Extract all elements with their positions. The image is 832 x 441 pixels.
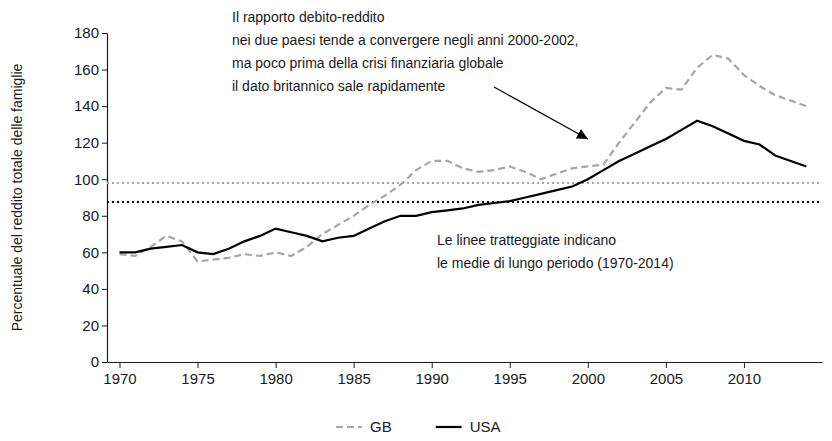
y-tick-label: 60 (82, 244, 99, 261)
x-tick: 1995 (494, 362, 527, 387)
x-tick: 2010 (728, 362, 761, 387)
x-tick-mark (588, 362, 589, 368)
x-tick-mark (666, 362, 667, 368)
y-tick: 60 (82, 244, 107, 261)
chart: 1970 1975 1980 1985 1990 1995 2000 2005 2010 0 20 4… (0, 0, 832, 441)
y-tick: 20 (82, 317, 107, 334)
series-line (119, 55, 806, 262)
y-tick: 180 (74, 24, 107, 41)
annotation-text: Le linee tratteggiate indicano (437, 232, 616, 248)
annotation-text: le medie di lungo periodo (1970-2014) (437, 255, 674, 271)
y-tick: 40 (82, 280, 107, 297)
y-tick-mark (102, 106, 107, 107)
x-tick: 1975 (181, 362, 214, 387)
legend: GB USA (336, 418, 501, 435)
x-tick-mark (119, 362, 120, 368)
x-tick: 1985 (337, 362, 370, 387)
x-tick-label: 2010 (728, 370, 761, 387)
x-tick-mark (744, 362, 745, 368)
legend-item: GB (336, 418, 392, 435)
y-tick-label: 180 (74, 24, 99, 41)
legend-label: GB (370, 418, 392, 435)
legend-swatch (336, 426, 362, 428)
y-tick-mark (102, 143, 107, 144)
y-tick-label: 140 (74, 97, 99, 114)
x-tick: 2005 (650, 362, 683, 387)
average-line (107, 201, 822, 203)
annotation: Le linee tratteggiate indicano le medie d… (437, 232, 674, 271)
x-tick-label: 2000 (572, 370, 605, 387)
legend-swatch (436, 426, 462, 428)
x-tick: 1970 (103, 362, 136, 387)
y-tick-mark (102, 179, 107, 180)
annotation-text: Il rapporto debito-reddito (232, 9, 385, 25)
y-axis-title: Percentuale del reddito totale delle fam… (9, 63, 25, 331)
x-tick-label: 1990 (416, 370, 449, 387)
x-tick: 1980 (259, 362, 292, 387)
y-axis: 0 20 40 60 80 100 120 140 160 180 (74, 24, 108, 370)
annotation-text: ma poco prima della crisi finanziaria gl… (232, 55, 504, 71)
plot-area (107, 55, 822, 262)
y-tick-mark (102, 325, 107, 326)
y-tick-label: 160 (74, 61, 99, 78)
series-line (119, 121, 806, 254)
y-tick-mark (102, 252, 107, 253)
annotation: Il rapporto debito-reddito nei due paesi … (232, 9, 578, 94)
x-tick-mark (510, 362, 511, 368)
y-tick: 160 (74, 61, 107, 78)
y-tick-label: 80 (82, 207, 99, 224)
y-tick-mark (102, 362, 107, 363)
x-axis-line (108, 362, 823, 363)
y-tick-label: 100 (74, 171, 99, 188)
legend-label: USA (470, 418, 501, 435)
x-tick-mark (276, 362, 277, 368)
y-tick: 80 (82, 207, 107, 224)
x-tick-mark (198, 362, 199, 368)
y-tick-label: 40 (82, 280, 99, 297)
x-tick-mark (432, 362, 433, 368)
x-tick: 1990 (416, 362, 449, 387)
y-tick: 140 (74, 97, 107, 114)
x-tick-label: 1995 (494, 370, 527, 387)
x-tick-label: 1970 (103, 370, 136, 387)
y-tick-label: 20 (82, 317, 99, 334)
y-tick-mark (102, 33, 107, 34)
y-tick-label: 0 (91, 353, 99, 370)
y-tick-mark (102, 216, 107, 217)
y-tick-label: 120 (74, 134, 99, 151)
x-tick-label: 1980 (259, 370, 292, 387)
x-tick: 2000 (572, 362, 605, 387)
x-tick-label: 1975 (181, 370, 214, 387)
legend-item: USA (436, 418, 501, 435)
y-tick-mark (102, 289, 107, 290)
y-tick: 120 (74, 134, 107, 151)
x-tick-mark (354, 362, 355, 368)
y-axis-line (107, 34, 108, 363)
average-line (107, 182, 822, 184)
annotation-text: il dato britannico sale rapidamente (232, 78, 445, 94)
y-tick-mark (102, 70, 107, 71)
annotation-text: nei due paesi tende a convergere negli a… (232, 32, 578, 48)
x-axis: 1970 1975 1980 1985 1990 1995 2000 2005 2010 (103, 362, 822, 387)
y-tick: 100 (74, 171, 107, 188)
x-tick-label: 1985 (337, 370, 370, 387)
x-tick-label: 2005 (650, 370, 683, 387)
annotation-arrow (494, 87, 588, 139)
y-tick: 0 (91, 353, 107, 370)
